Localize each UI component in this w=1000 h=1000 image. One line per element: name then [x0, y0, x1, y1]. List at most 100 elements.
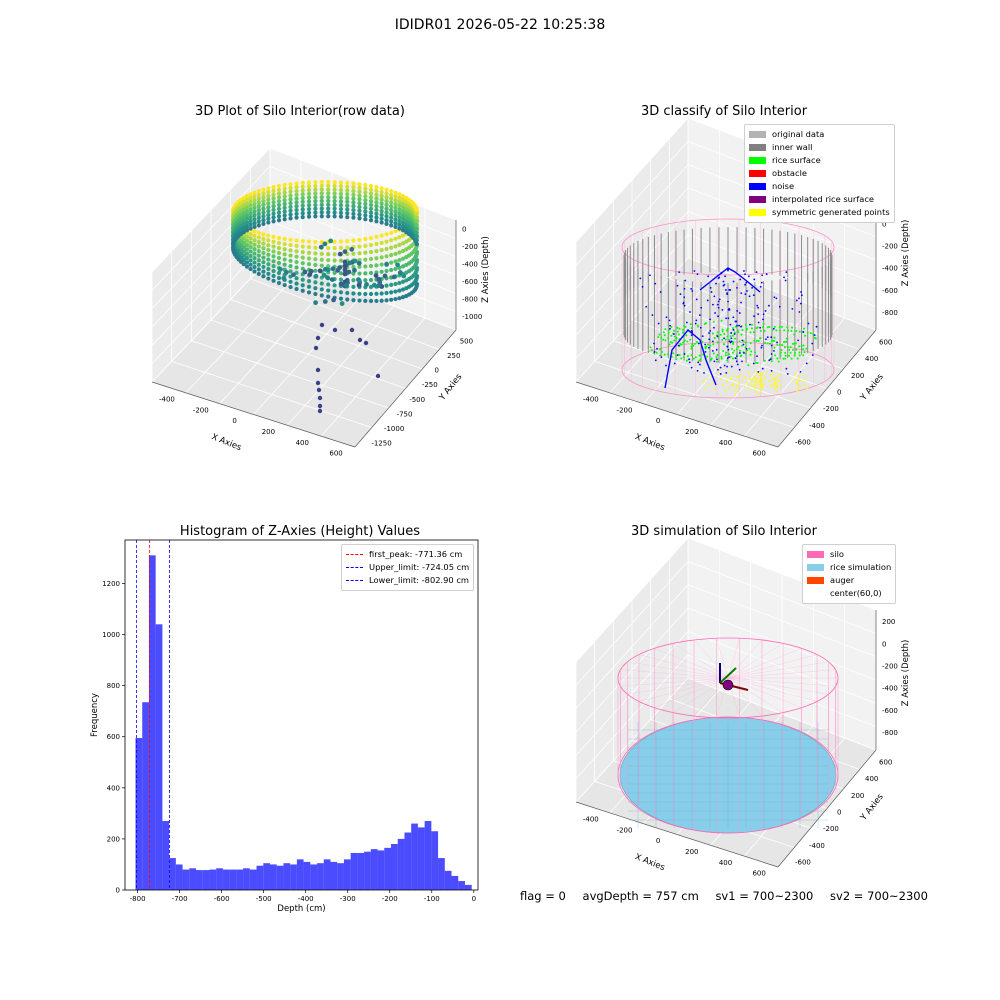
classify-rice-surface-point [749, 353, 752, 356]
raw-point [368, 183, 374, 189]
raw-point [306, 210, 312, 215]
classify-rice-surface-point [682, 356, 685, 359]
classify-noise-point [727, 300, 729, 303]
classify-rice-surface-point [678, 327, 681, 330]
raw-point [397, 192, 402, 197]
raw-point [241, 222, 246, 227]
raw-point [393, 217, 398, 222]
raw-point [379, 205, 384, 210]
raw-point [384, 191, 389, 196]
raw-point [271, 219, 276, 224]
classify-noise-point [805, 362, 808, 365]
raw-point [414, 234, 419, 239]
classify-noise-point [651, 314, 654, 317]
raw-point [374, 219, 379, 224]
raw-point [266, 190, 271, 195]
raw-z-tick-label: -200 [462, 243, 478, 251]
raw-point [318, 244, 324, 250]
raw-point [252, 205, 257, 211]
sim-silo-roof-line [620, 677, 729, 687]
raw-point [288, 263, 293, 269]
raw-point [374, 211, 379, 216]
classify-noise-point [716, 358, 718, 361]
sim-legend-entry: center(60,0) [807, 587, 891, 600]
classify-noise-point [766, 336, 769, 339]
classify-rice-surface-point [722, 350, 725, 353]
classify-symmetric-point [760, 389, 763, 392]
classify-noise-point [730, 365, 733, 368]
raw-point [349, 246, 355, 252]
classify-legend-label: noise [772, 181, 795, 191]
classify-rice-surface-point [744, 324, 747, 327]
raw-point [352, 258, 358, 264]
classify-rice-surface-point [663, 353, 666, 356]
raw-point [300, 239, 305, 244]
classify-noise-point [797, 339, 799, 342]
raw-point [248, 203, 253, 208]
raw-point [331, 297, 336, 303]
classify-rice-surface-point [690, 345, 693, 348]
raw-point [384, 283, 389, 288]
raw-point [266, 252, 271, 257]
raw-point [248, 215, 253, 220]
histogram-bar [357, 852, 365, 890]
raw-point [397, 222, 402, 227]
raw-point [313, 300, 318, 306]
raw-outlier-point [332, 327, 338, 333]
raw-point [300, 203, 305, 208]
classify-rice-surface-point [786, 326, 789, 329]
classify-symmetric-point [741, 379, 744, 382]
histogram-bar [464, 884, 472, 890]
classify-rice-surface-point [749, 331, 752, 334]
histogram-bar [209, 869, 217, 890]
raw-point [368, 199, 374, 204]
histogram-bar [317, 863, 324, 890]
raw-x-tick-label: -200 [193, 406, 209, 414]
raw-point [332, 191, 337, 196]
classify-rice-surface-point [732, 327, 734, 330]
classify-grid-z1 [575, 141, 689, 266]
raw-point [345, 184, 350, 189]
raw-point [300, 277, 305, 282]
classify-rice-surface-point [740, 333, 743, 336]
classify-rice-surface-point [684, 325, 687, 328]
raw-point [368, 256, 374, 262]
raw-point [248, 258, 253, 263]
raw-point [330, 266, 336, 272]
raw-outlier-point [317, 408, 323, 414]
raw-point [357, 216, 362, 221]
raw-point [276, 202, 282, 208]
raw-point [300, 192, 305, 197]
histogram-legend-entry: Lower_limit: -802.90 cm [346, 574, 469, 587]
raw-point [338, 184, 344, 189]
classify-rice-surface-point [689, 338, 692, 341]
histogram-x-tick-label: -700 [172, 895, 188, 903]
raw-point [313, 195, 318, 200]
classify-noise-point [740, 325, 742, 328]
raw-point [266, 271, 271, 276]
classify-noise-point [690, 366, 693, 369]
classify-noise-point [700, 306, 703, 309]
sv2-text: sv2 = 700~2300 [830, 889, 928, 903]
raw-point [276, 218, 282, 223]
raw-point [244, 260, 250, 265]
histogram-bar [222, 869, 230, 890]
classify-noise-point [739, 352, 741, 354]
classify-noise-point [786, 373, 789, 375]
classify-rice-surface-point [730, 347, 733, 350]
classify-rice-surface-point [763, 329, 766, 332]
classify-noise-point [723, 364, 726, 367]
classify-y-tick-label: -200 [823, 405, 839, 413]
raw-point [248, 262, 253, 267]
raw-point [389, 253, 394, 258]
classify-noise-point [734, 320, 737, 323]
raw-point [256, 244, 261, 249]
classify-rice-surface-point [755, 362, 758, 365]
raw-grid-y [269, 257, 457, 331]
classify-rice-surface-point [673, 329, 676, 332]
classify-noise-point [690, 330, 693, 332]
classify-symmetric-point [721, 383, 724, 386]
raw-point [397, 199, 402, 205]
classify-noise-point [791, 307, 794, 310]
